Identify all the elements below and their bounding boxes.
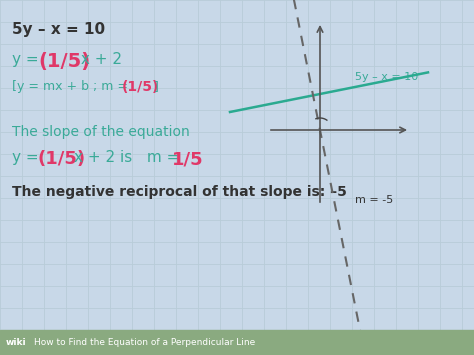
Text: [y = mx + b ; m =: [y = mx + b ; m = <box>12 80 132 93</box>
Text: How to Find the Equation of a Perpendicular Line: How to Find the Equation of a Perpendicu… <box>34 338 255 347</box>
Text: The slope of the equation: The slope of the equation <box>12 125 190 139</box>
Text: (1/5): (1/5) <box>38 52 90 71</box>
Text: (1/5): (1/5) <box>38 150 86 168</box>
Text: ]: ] <box>154 80 159 93</box>
Text: (1/5): (1/5) <box>122 80 159 94</box>
Text: wiki: wiki <box>6 338 27 347</box>
Text: m = -5: m = -5 <box>355 195 393 205</box>
Text: y =: y = <box>12 150 44 165</box>
Text: y =: y = <box>12 52 44 67</box>
Bar <box>0 330 474 355</box>
Text: 5y – x = 10: 5y – x = 10 <box>12 22 105 37</box>
Text: x + 2: x + 2 <box>76 52 122 67</box>
Text: The negative reciprocal of that slope is: –5: The negative reciprocal of that slope is… <box>12 185 347 199</box>
Text: x + 2 is   m =: x + 2 is m = <box>74 150 184 165</box>
Text: 1/5: 1/5 <box>172 150 204 168</box>
Text: 5y – x = 10: 5y – x = 10 <box>355 72 418 82</box>
